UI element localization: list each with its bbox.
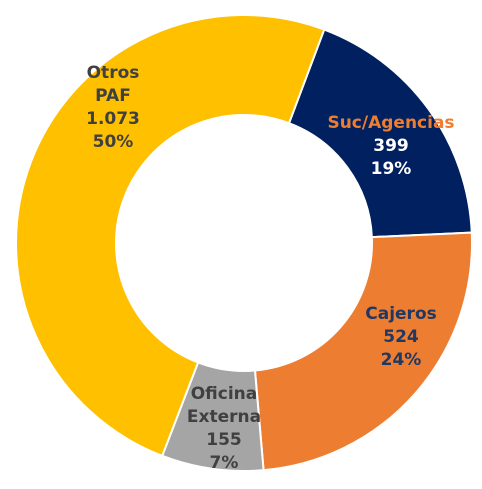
donut-segment [253,231,473,472]
value-label: 155 [206,430,242,450]
percent-label: 24% [380,350,422,370]
segment-label: Suc/Agencias 399 19% [327,112,454,181]
segment-label: Otros PAF 1.073 50% [86,62,140,154]
segment-label: Cajeros 524 24% [365,303,437,372]
category-label: Otros PAF [86,63,140,106]
donut-segment [287,28,473,239]
percent-label: 50% [92,132,134,152]
percent-label: 7% [209,453,239,473]
category-label: Oficina Externa [186,384,262,427]
category-label: Suc/Agencias [327,113,455,133]
percent-label: 19% [370,159,412,179]
value-label: 524 [383,327,419,347]
value-label: 1.073 [86,109,140,129]
value-label: 399 [373,136,409,156]
category-label: Cajeros [365,304,437,324]
donut-segment [15,14,326,458]
segment-label: Oficina Externa 155 7% [187,383,261,475]
